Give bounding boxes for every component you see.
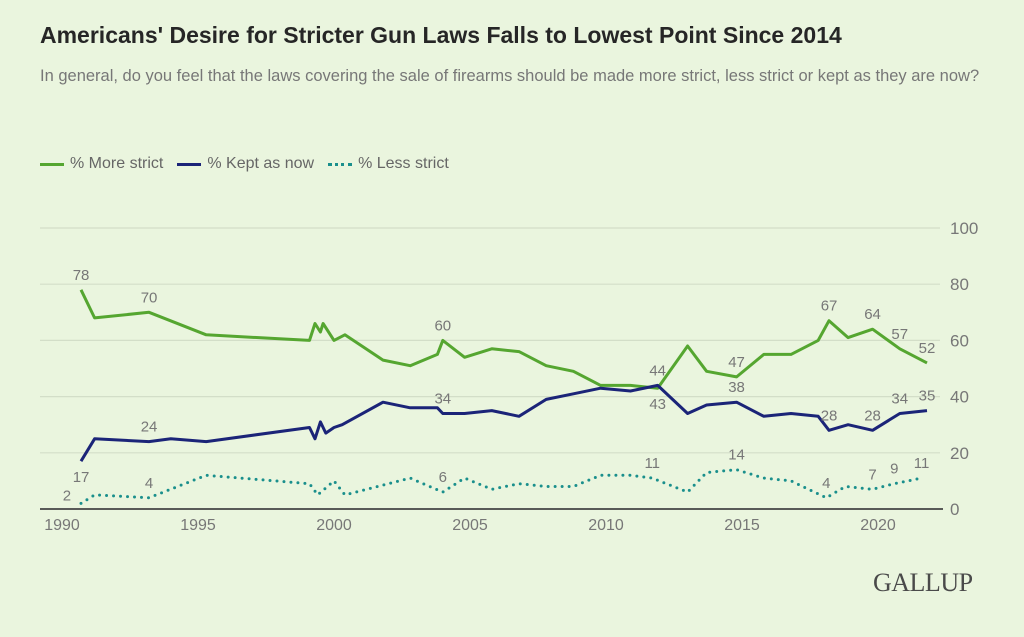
data-label: 11	[914, 455, 930, 472]
y-tick-label: 40	[950, 388, 969, 407]
data-label: 6	[439, 469, 447, 486]
data-label: 52	[919, 340, 936, 357]
legend-label: % More strict	[70, 155, 164, 172]
data-label: 57	[891, 326, 908, 343]
data-label: 44	[649, 362, 666, 379]
data-label: 11	[644, 455, 660, 472]
x-tick-label: 2000	[316, 517, 352, 534]
series-line-kept-as-now	[79, 383, 928, 462]
data-label: 34	[434, 390, 451, 407]
data-label: 14	[728, 447, 745, 464]
data-label: 17	[73, 469, 90, 486]
data-label: 64	[864, 306, 881, 323]
data-label: 9	[890, 461, 898, 478]
x-tick-label: 2005	[452, 517, 488, 534]
x-tick-label: 2010	[588, 517, 624, 534]
data-label: 28	[821, 407, 838, 424]
x-tick-label: 2020	[860, 517, 896, 534]
legend-swatch-more-strict	[40, 162, 64, 166]
x-tick-label: 1995	[180, 517, 216, 534]
legend-swatch-kept-as-now	[177, 162, 202, 166]
data-label: 4	[145, 475, 153, 492]
gallup-logo: GALLUP	[873, 568, 973, 597]
series-line-less-strict	[79, 468, 923, 505]
legend-swatch-less-strict	[328, 162, 353, 166]
data-label: 38	[728, 379, 745, 396]
data-label: 35	[919, 388, 936, 405]
data-label: 4	[822, 475, 830, 492]
data-label: 78	[73, 267, 90, 284]
legend-label: % Kept as now	[207, 155, 315, 172]
data-label: 7	[868, 466, 876, 483]
data-label: 70	[141, 289, 158, 306]
chart-title: Americans' Desire for Stricter Gun Laws …	[40, 22, 842, 48]
legend-item-less-strict: % Less strict	[328, 155, 449, 173]
data-label: 34	[891, 390, 908, 407]
data-label: 28	[864, 407, 881, 424]
y-tick-label: 20	[950, 444, 969, 463]
legend: % More strict % Kept as now % Less stric…	[40, 155, 449, 173]
series-line-more-strict	[79, 289, 928, 390]
x-tick-label: 1990	[44, 517, 80, 534]
data-label: 60	[434, 317, 451, 334]
y-tick-label: 100	[950, 219, 978, 238]
y-tick-label: 0	[950, 500, 959, 519]
chart-subtitle: In general, do you feel that the laws co…	[40, 67, 980, 85]
legend-item-kept-as-now: % Kept as now	[177, 155, 314, 173]
data-label: 24	[141, 419, 158, 436]
x-tick-label: 2015	[724, 517, 760, 534]
data-label: 2	[63, 487, 71, 504]
data-label: 67	[821, 298, 838, 315]
y-tick-label: 60	[950, 331, 969, 350]
legend-label: % Less strict	[358, 155, 449, 172]
data-label: 43	[649, 396, 666, 413]
data-label: 47	[728, 354, 745, 371]
legend-item-more-strict: % More strict	[40, 155, 163, 173]
y-tick-label: 80	[950, 275, 969, 294]
